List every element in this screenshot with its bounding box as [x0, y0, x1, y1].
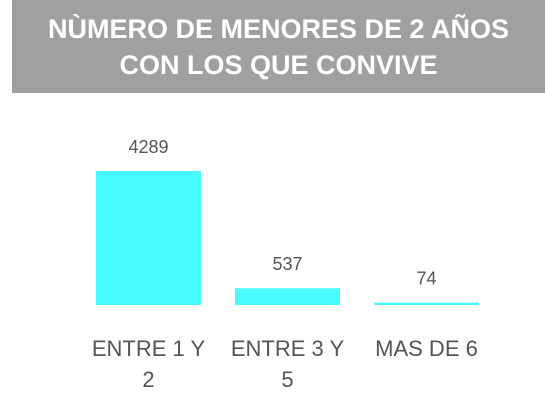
bar [96, 171, 201, 305]
data-label: 4289 [128, 137, 168, 157]
data-label: 74 [416, 269, 436, 289]
bar [235, 288, 340, 305]
data-label: 537 [272, 254, 302, 274]
x-tick-label: MAS DE 6 [375, 336, 478, 361]
title-banner: NÙMERO DE MENORES DE 2 AÑOS CON LOS QUE … [12, 0, 545, 93]
x-tick-label: ENTRE 1 Y 2 [91, 336, 206, 392]
bar [374, 302, 479, 305]
chart-title: NÙMERO DE MENORES DE 2 AÑOS CON LOS QUE … [47, 13, 510, 80]
x-tick-label: ENTRE 3 Y 5 [230, 336, 345, 392]
